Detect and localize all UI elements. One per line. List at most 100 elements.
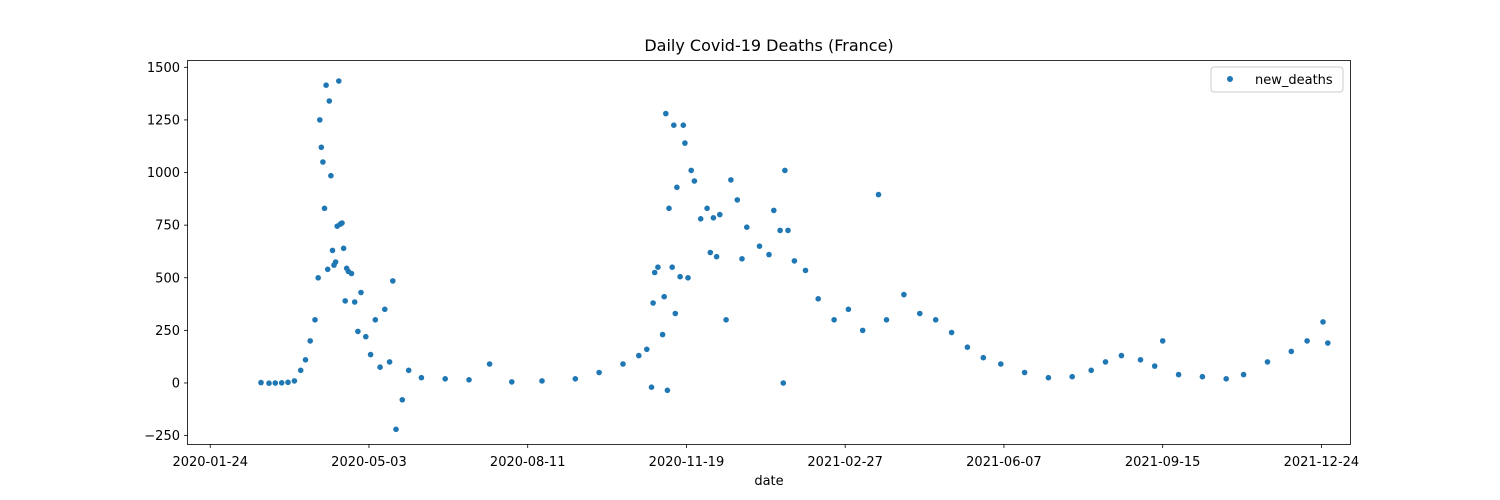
data-point: [1159, 338, 1166, 344]
data-point: [285, 379, 291, 386]
data-point: [697, 216, 704, 222]
data-point: [723, 317, 729, 323]
legend: new_deaths: [1210, 66, 1344, 93]
data-point: [486, 361, 493, 367]
x-tick-label: 2020-05-03: [331, 455, 407, 470]
data-point: [739, 255, 745, 262]
data-point: [390, 278, 396, 284]
data-point: [329, 247, 336, 254]
data-point: [671, 122, 677, 128]
data-point: [1199, 373, 1206, 380]
data-point: [358, 289, 364, 296]
data-point: [785, 227, 791, 234]
data-point: [998, 361, 1004, 367]
data-point: [342, 298, 349, 304]
data-point: [332, 259, 339, 265]
data-point: [717, 211, 723, 218]
data-point: [964, 344, 971, 351]
data-point: [948, 329, 955, 336]
data-point: [644, 346, 650, 353]
data-point: [1118, 352, 1125, 359]
x-tick-label: 2020-11-19: [649, 455, 725, 470]
data-point: [661, 293, 667, 300]
data-point: [321, 205, 328, 212]
data-point: [1021, 369, 1028, 376]
data-point: [691, 178, 698, 184]
data-point: [1045, 374, 1052, 381]
y-tick-label: 1000: [147, 166, 180, 181]
data-point: [291, 378, 298, 384]
data-point: [713, 253, 720, 260]
data-point: [1151, 363, 1158, 369]
data-point: [399, 397, 406, 403]
data-point: [317, 117, 323, 123]
data-point: [1223, 376, 1229, 382]
data-point: [766, 251, 772, 258]
data-point: [1288, 348, 1295, 355]
y-tick-label: 1500: [147, 61, 180, 76]
data-point: [307, 338, 314, 344]
data-point: [620, 361, 626, 367]
data-point: [704, 205, 710, 212]
data-point: [917, 310, 923, 317]
data-point: [674, 184, 680, 191]
data-point: [1304, 338, 1310, 344]
data-point: [1102, 359, 1109, 365]
data-point: [278, 380, 285, 386]
data-point: [466, 377, 472, 383]
data-point: [677, 273, 683, 280]
x-tick-label: 2021-09-15: [1125, 455, 1201, 470]
data-point: [685, 275, 691, 281]
x-axis-ticks: 2020-01-24 2020-05-03 2020-08-11 2020-11-19…: [172, 444, 1359, 470]
data-point: [744, 224, 750, 230]
data-point: [831, 317, 837, 323]
x-tick-label: 2020-01-24: [172, 455, 248, 470]
data-point: [355, 328, 361, 335]
data-point: [845, 306, 852, 313]
data-point: [339, 220, 345, 226]
data-point: [372, 317, 379, 323]
data-point: [669, 264, 675, 271]
data-point: [728, 177, 734, 183]
data-point: [1175, 371, 1182, 378]
data-point: [1088, 367, 1094, 374]
data-point: [393, 426, 399, 433]
data-point: [326, 98, 333, 104]
data-point: [351, 299, 358, 305]
data-point: [659, 331, 666, 338]
data-point: [596, 369, 602, 376]
data-point: [320, 159, 326, 165]
data-point: [680, 122, 687, 128]
data-point: [980, 354, 987, 361]
data-point: [883, 317, 890, 323]
data-point: [312, 317, 318, 323]
data-point: [386, 359, 393, 365]
x-tick-label: 2021-06-07: [966, 455, 1042, 470]
data-point: [636, 352, 642, 359]
data-point: [539, 378, 545, 384]
data-point: [1320, 319, 1326, 325]
data-point: [328, 172, 334, 179]
data-point: [377, 364, 383, 371]
data-point: [672, 310, 679, 317]
data-point: [651, 269, 658, 276]
x-tick-label: 2020-08-11: [490, 455, 566, 470]
y-tick-label: 0: [172, 376, 180, 391]
data-point: [348, 270, 355, 277]
data-point: [1325, 340, 1331, 346]
x-axis-label: date: [754, 474, 783, 489]
data-point: [664, 387, 671, 394]
data-point: [780, 380, 787, 386]
y-tick-label: 1250: [147, 113, 180, 128]
data-point: [318, 144, 325, 151]
plot-area-frame: [187, 60, 1351, 445]
data-point: [859, 327, 866, 334]
data-point: [756, 243, 763, 249]
data-point: [405, 367, 412, 374]
data-point: [272, 380, 279, 386]
x-tick-label: 2021-12-24: [1284, 455, 1360, 470]
data-point: [1069, 373, 1075, 380]
data-point: [682, 140, 688, 146]
y-tick-label: 750: [155, 219, 180, 234]
